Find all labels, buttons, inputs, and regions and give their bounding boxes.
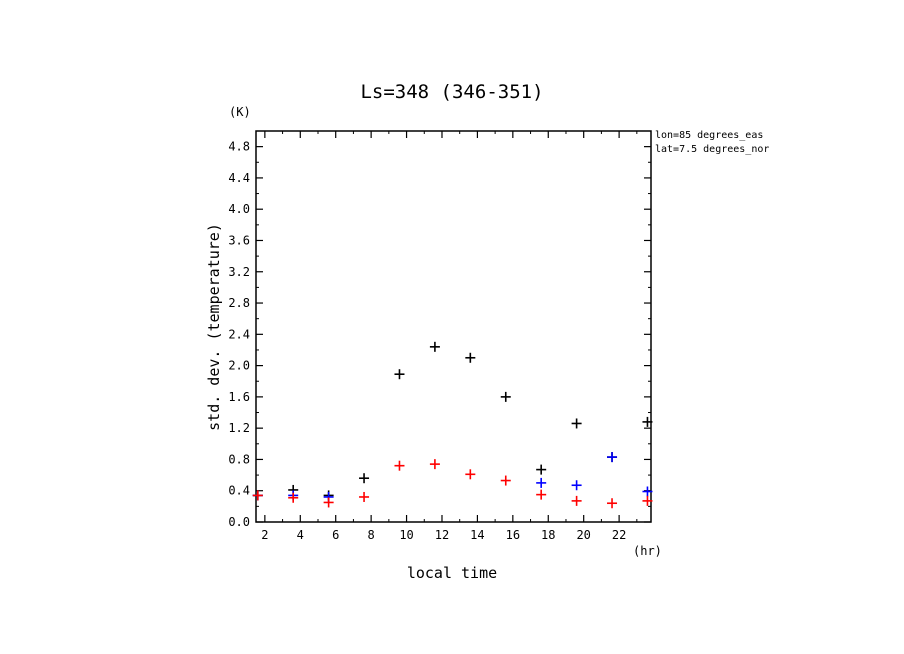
location-annotation-lat: lat=7.5 degrees_nor xyxy=(655,144,769,155)
data-point-marker xyxy=(288,492,299,503)
plot-frame xyxy=(255,130,652,523)
data-point-marker xyxy=(394,460,405,471)
data-point-marker xyxy=(607,452,618,463)
y-tick-label: 1.6 xyxy=(228,390,250,404)
x-tick-label: 18 xyxy=(541,528,555,542)
data-point-marker xyxy=(536,464,547,475)
data-point-marker xyxy=(394,369,405,380)
data-point-marker xyxy=(359,473,370,484)
y-tick-label: 4.0 xyxy=(228,202,250,216)
x-unit-label: (hr) xyxy=(633,544,662,558)
y-tick-label: 0.8 xyxy=(228,452,250,466)
data-point-marker xyxy=(465,352,476,363)
y-tick-label: 0.0 xyxy=(228,515,250,529)
x-axis-ticks: 2 4 6 8 10 12 14 16 18 20 22 xyxy=(261,131,638,542)
data-point-marker xyxy=(571,495,582,506)
data-point-marker xyxy=(571,418,582,429)
data-point-marker xyxy=(642,416,653,427)
y-tick-label: 3.2 xyxy=(228,265,250,279)
data-point-marker xyxy=(252,490,263,501)
data-point-marker xyxy=(359,491,370,502)
x-tick-label: 20 xyxy=(576,528,590,542)
y-tick-label: 3.6 xyxy=(228,233,250,247)
data-point-marker xyxy=(500,391,511,402)
y-tick-label: 2.8 xyxy=(228,296,250,310)
data-point-marker xyxy=(571,480,582,491)
location-annotation-lon: lon=85 degrees_eas xyxy=(655,130,763,141)
x-tick-label: 10 xyxy=(399,528,413,542)
y-tick-label: 2.4 xyxy=(228,327,250,341)
data-point-marker xyxy=(536,477,547,488)
x-tick-label: 16 xyxy=(506,528,520,542)
x-tick-label: 12 xyxy=(435,528,449,542)
x-tick-label: 2 xyxy=(261,528,268,542)
data-point-marker xyxy=(465,469,476,480)
x-axis-label: local time xyxy=(407,564,497,582)
chart-title: Ls=348 (346-351) xyxy=(360,81,543,103)
x-tick-label: 4 xyxy=(297,528,304,542)
y-tick-label: 4.4 xyxy=(228,171,250,185)
data-point-marker xyxy=(642,486,653,497)
data-point-marker xyxy=(429,341,440,352)
data-point-marker xyxy=(536,489,547,500)
data-point-marker xyxy=(429,459,440,470)
data-point-marker xyxy=(607,498,618,509)
data-point-marker xyxy=(642,495,653,506)
data-point-marker xyxy=(500,475,511,486)
y-tick-label: 4.8 xyxy=(228,140,250,154)
y-axis-label: std. dev. (temperature) xyxy=(205,223,223,431)
x-tick-label: 22 xyxy=(612,528,626,542)
data-point-marker xyxy=(323,497,334,508)
y-tick-label: 1.2 xyxy=(228,421,250,435)
data-points xyxy=(252,341,653,509)
y-tick-label: 0.4 xyxy=(228,484,250,498)
x-tick-label: 8 xyxy=(368,528,375,542)
x-tick-label: 14 xyxy=(470,528,484,542)
y-unit-label: (K) xyxy=(229,105,251,119)
y-axis-ticks: 0.0 0.4 0.8 1.2 1.6 2.0 2.4 2.8 3.2 3.6 4.0 4.4 4.8 xyxy=(228,140,651,529)
x-tick-label: 6 xyxy=(332,528,339,542)
y-tick-label: 2.0 xyxy=(228,359,250,373)
